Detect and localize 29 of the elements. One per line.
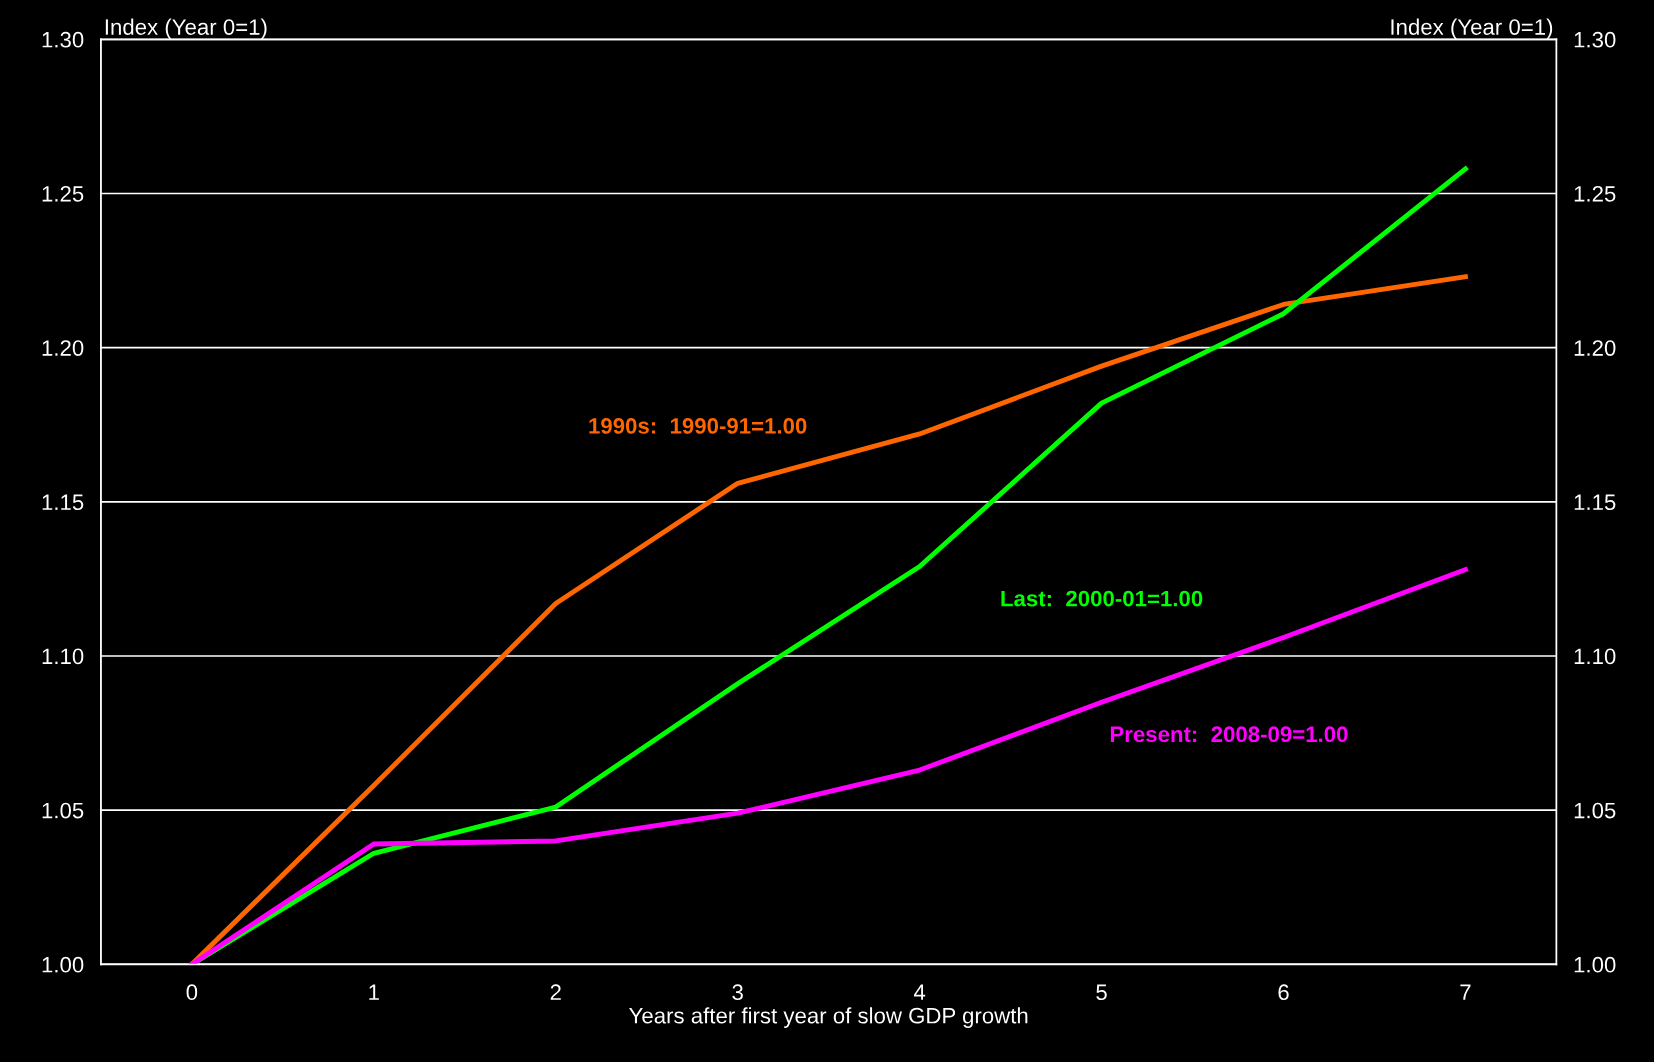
line-series [189,567,1468,965]
y-tick-label: 1.30 [42,31,84,48]
series-label: Present: 2008-09=1.00 [1110,726,1348,743]
x-tick-label: 6 [1278,984,1289,1001]
y2-tick-label: 1.20 [1574,340,1616,356]
x-tick-label: 7 [1460,984,1471,1000]
y2-tick-label: 1.05 [1574,802,1616,819]
y2-axis-title: Index (Year 0=1) [1391,18,1553,40]
x-axis-title: Years after first year of slow GDP growth [629,1007,1028,1028]
x-tick-label: 2 [550,984,561,1000]
y2-tick-label: 1.25 [1574,186,1616,202]
y2-tick-label: 1.00 [1574,956,1616,973]
y-tick-label: 1.15 [42,494,84,511]
y-tick-label: 1.25 [42,186,84,202]
y2-tick-label: 1.30 [1574,31,1616,48]
x-tick-label: 1 [369,984,379,1000]
y-tick-label: 1.10 [42,648,84,665]
x-tick-label: 4 [913,984,926,1000]
y-tick-label: 1.00 [42,956,84,973]
series-label: 1990s: 1990-91=1.00 [589,418,807,434]
x-tick-label: 3 [732,984,743,1001]
x-tick-label: 0 [186,984,198,1001]
y-tick-label: 1.05 [42,802,84,819]
x-tick-label: 5 [1096,984,1107,1001]
y2-tick-label: 1.10 [1574,648,1616,665]
y-axis-title: Index (Year 0=1) [105,18,267,40]
y2-tick-label: 1.15 [1574,494,1616,511]
text: Last: 2000-01=1.00 [1001,590,1203,607]
y-tick-label: 1.20 [42,340,84,356]
